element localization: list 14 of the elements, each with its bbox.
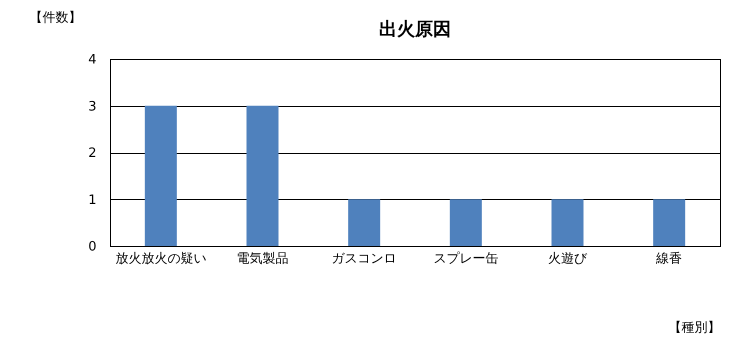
y-tick-label: 1 <box>88 192 96 208</box>
x-tick-label: 放火放火の疑い <box>115 252 206 266</box>
x-tick-label: 電気製品 <box>236 252 288 266</box>
x-tick-label: 火遊び <box>548 252 588 266</box>
y-tick-label: 0 <box>88 240 96 254</box>
x-tick-label: ガスコンロ <box>332 252 397 266</box>
chart-title: 出火原因 <box>379 19 451 40</box>
x-tick-label: 線香 <box>655 252 682 266</box>
x-tick-label: スプレー缶 <box>433 252 498 266</box>
y-axis-title: 【件数】 <box>30 10 82 26</box>
y-tick-label: 4 <box>88 52 96 68</box>
y-tick-label: 2 <box>88 146 96 161</box>
x-axis-title: 【種別】 <box>668 320 720 336</box>
y-tick-label: 3 <box>88 99 96 114</box>
